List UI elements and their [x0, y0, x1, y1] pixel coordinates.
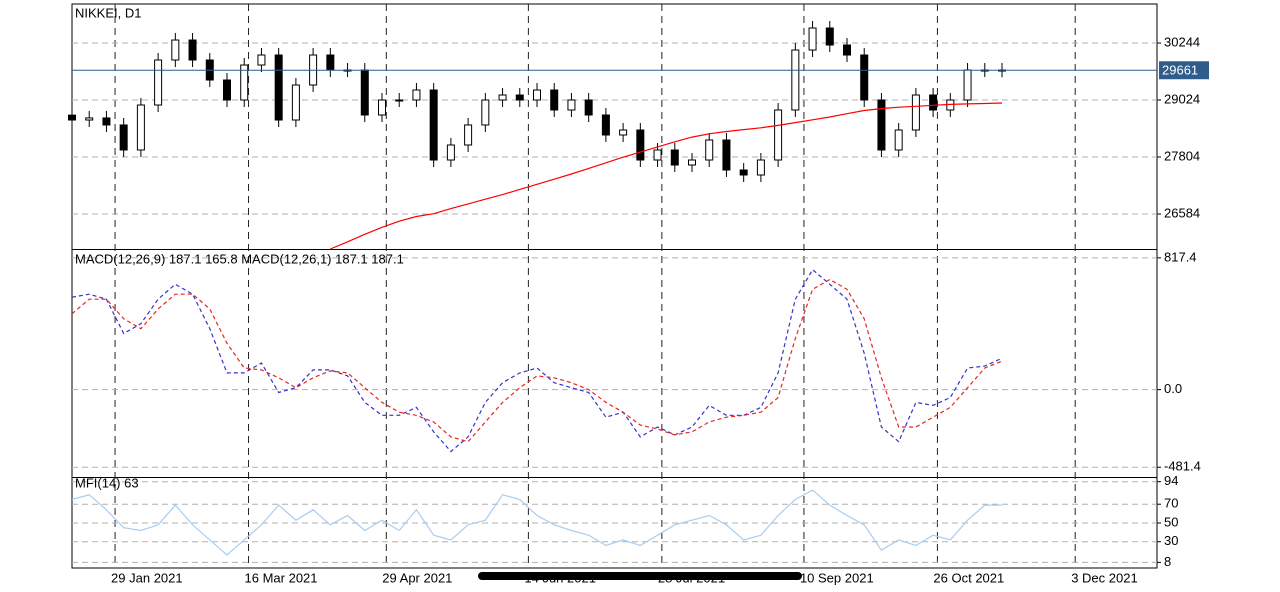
y-tick-label: 0.0: [1164, 381, 1182, 396]
candle-body: [911, 94, 920, 131]
candle-body: [102, 117, 111, 126]
y-tick-label: 817.4: [1164, 249, 1197, 264]
indicator-title: MACD(12,26,9) 187.1 165.8 MACD(12,26,1) …: [75, 251, 404, 266]
candle-body: [705, 139, 714, 161]
candle-body: [257, 54, 266, 66]
x-tick-label: 26 Oct 2021: [933, 570, 1004, 585]
candle-body: [739, 169, 748, 176]
candle-body: [464, 124, 473, 146]
y-tick-label: 29024: [1164, 91, 1200, 106]
last-price-label: 29661: [1162, 63, 1198, 78]
candle-body: [722, 139, 731, 171]
chart-title: NIKKEI, D1: [75, 5, 141, 20]
series-line: [71, 278, 1003, 443]
candle-body: [446, 144, 455, 161]
candle-body: [498, 94, 507, 101]
candle-body: [963, 69, 972, 101]
candle-body: [240, 64, 249, 101]
candle-body: [429, 89, 438, 161]
y-tick-label: 94: [1164, 473, 1178, 488]
y-tick-label: 50: [1164, 514, 1178, 529]
y-tick-label: 27804: [1164, 148, 1200, 163]
y-tick-label: 70: [1164, 496, 1178, 511]
candle-body: [291, 84, 300, 121]
candle-body: [636, 129, 645, 161]
candle-body: [894, 129, 903, 151]
candle-body: [774, 109, 783, 161]
y-tick-label: -481.4: [1164, 459, 1201, 474]
scroll-bar[interactable]: [478, 572, 802, 580]
candle-body: [877, 99, 886, 151]
candle-body: [171, 39, 180, 61]
series-line: [71, 268, 1003, 453]
x-tick-label: 29 Jan 2021: [111, 570, 183, 585]
candle-body: [653, 149, 662, 161]
candle-body: [395, 99, 404, 102]
y-tick-label: 30: [1164, 533, 1178, 548]
x-tick-label: 3 Dec 2021: [1071, 570, 1138, 585]
candle-body: [68, 114, 76, 121]
x-tick-label: 10 Sep 2021: [800, 570, 874, 585]
candle-body: [825, 27, 834, 46]
candle-body: [670, 149, 679, 166]
candle-body: [601, 114, 610, 136]
candle-body: [378, 99, 386, 116]
candle-body: [550, 89, 559, 111]
plot-frame: [71, 3, 1158, 569]
x-tick-label: 29 Apr 2021: [382, 570, 452, 585]
candle-body: [188, 39, 197, 61]
candle-body: [136, 104, 145, 151]
candle-body: [533, 89, 541, 101]
candle-body: [584, 99, 593, 116]
candle-body: [412, 89, 421, 101]
x-tick-label: 16 Mar 2021: [245, 570, 318, 585]
candle-body: [85, 117, 94, 121]
candle-body: [860, 54, 869, 101]
candle-body: [481, 99, 490, 126]
candle-body: [929, 94, 938, 111]
candle-body: [567, 99, 576, 111]
candle-body: [326, 54, 335, 71]
series-line: [71, 489, 1002, 556]
last-price-box: [1159, 61, 1209, 80]
y-tick-label: 26584: [1164, 205, 1200, 220]
y-tick-label: 8: [1164, 554, 1171, 569]
candle-body: [154, 59, 163, 106]
candle-body: [119, 124, 128, 151]
candle-body: [688, 159, 696, 166]
candle-body: [619, 129, 628, 136]
candle-body: [274, 54, 283, 121]
candle-body: [808, 27, 817, 51]
candle-body: [791, 49, 800, 111]
indicator-title: MFI(14) 63: [75, 475, 139, 490]
candle-body: [515, 94, 524, 101]
candle-body: [843, 44, 851, 56]
y-tick-label: 30244: [1164, 34, 1200, 49]
series-line: [330, 102, 1003, 250]
candle-body: [360, 69, 369, 116]
candle-body: [223, 79, 231, 101]
candle-body: [756, 159, 765, 176]
